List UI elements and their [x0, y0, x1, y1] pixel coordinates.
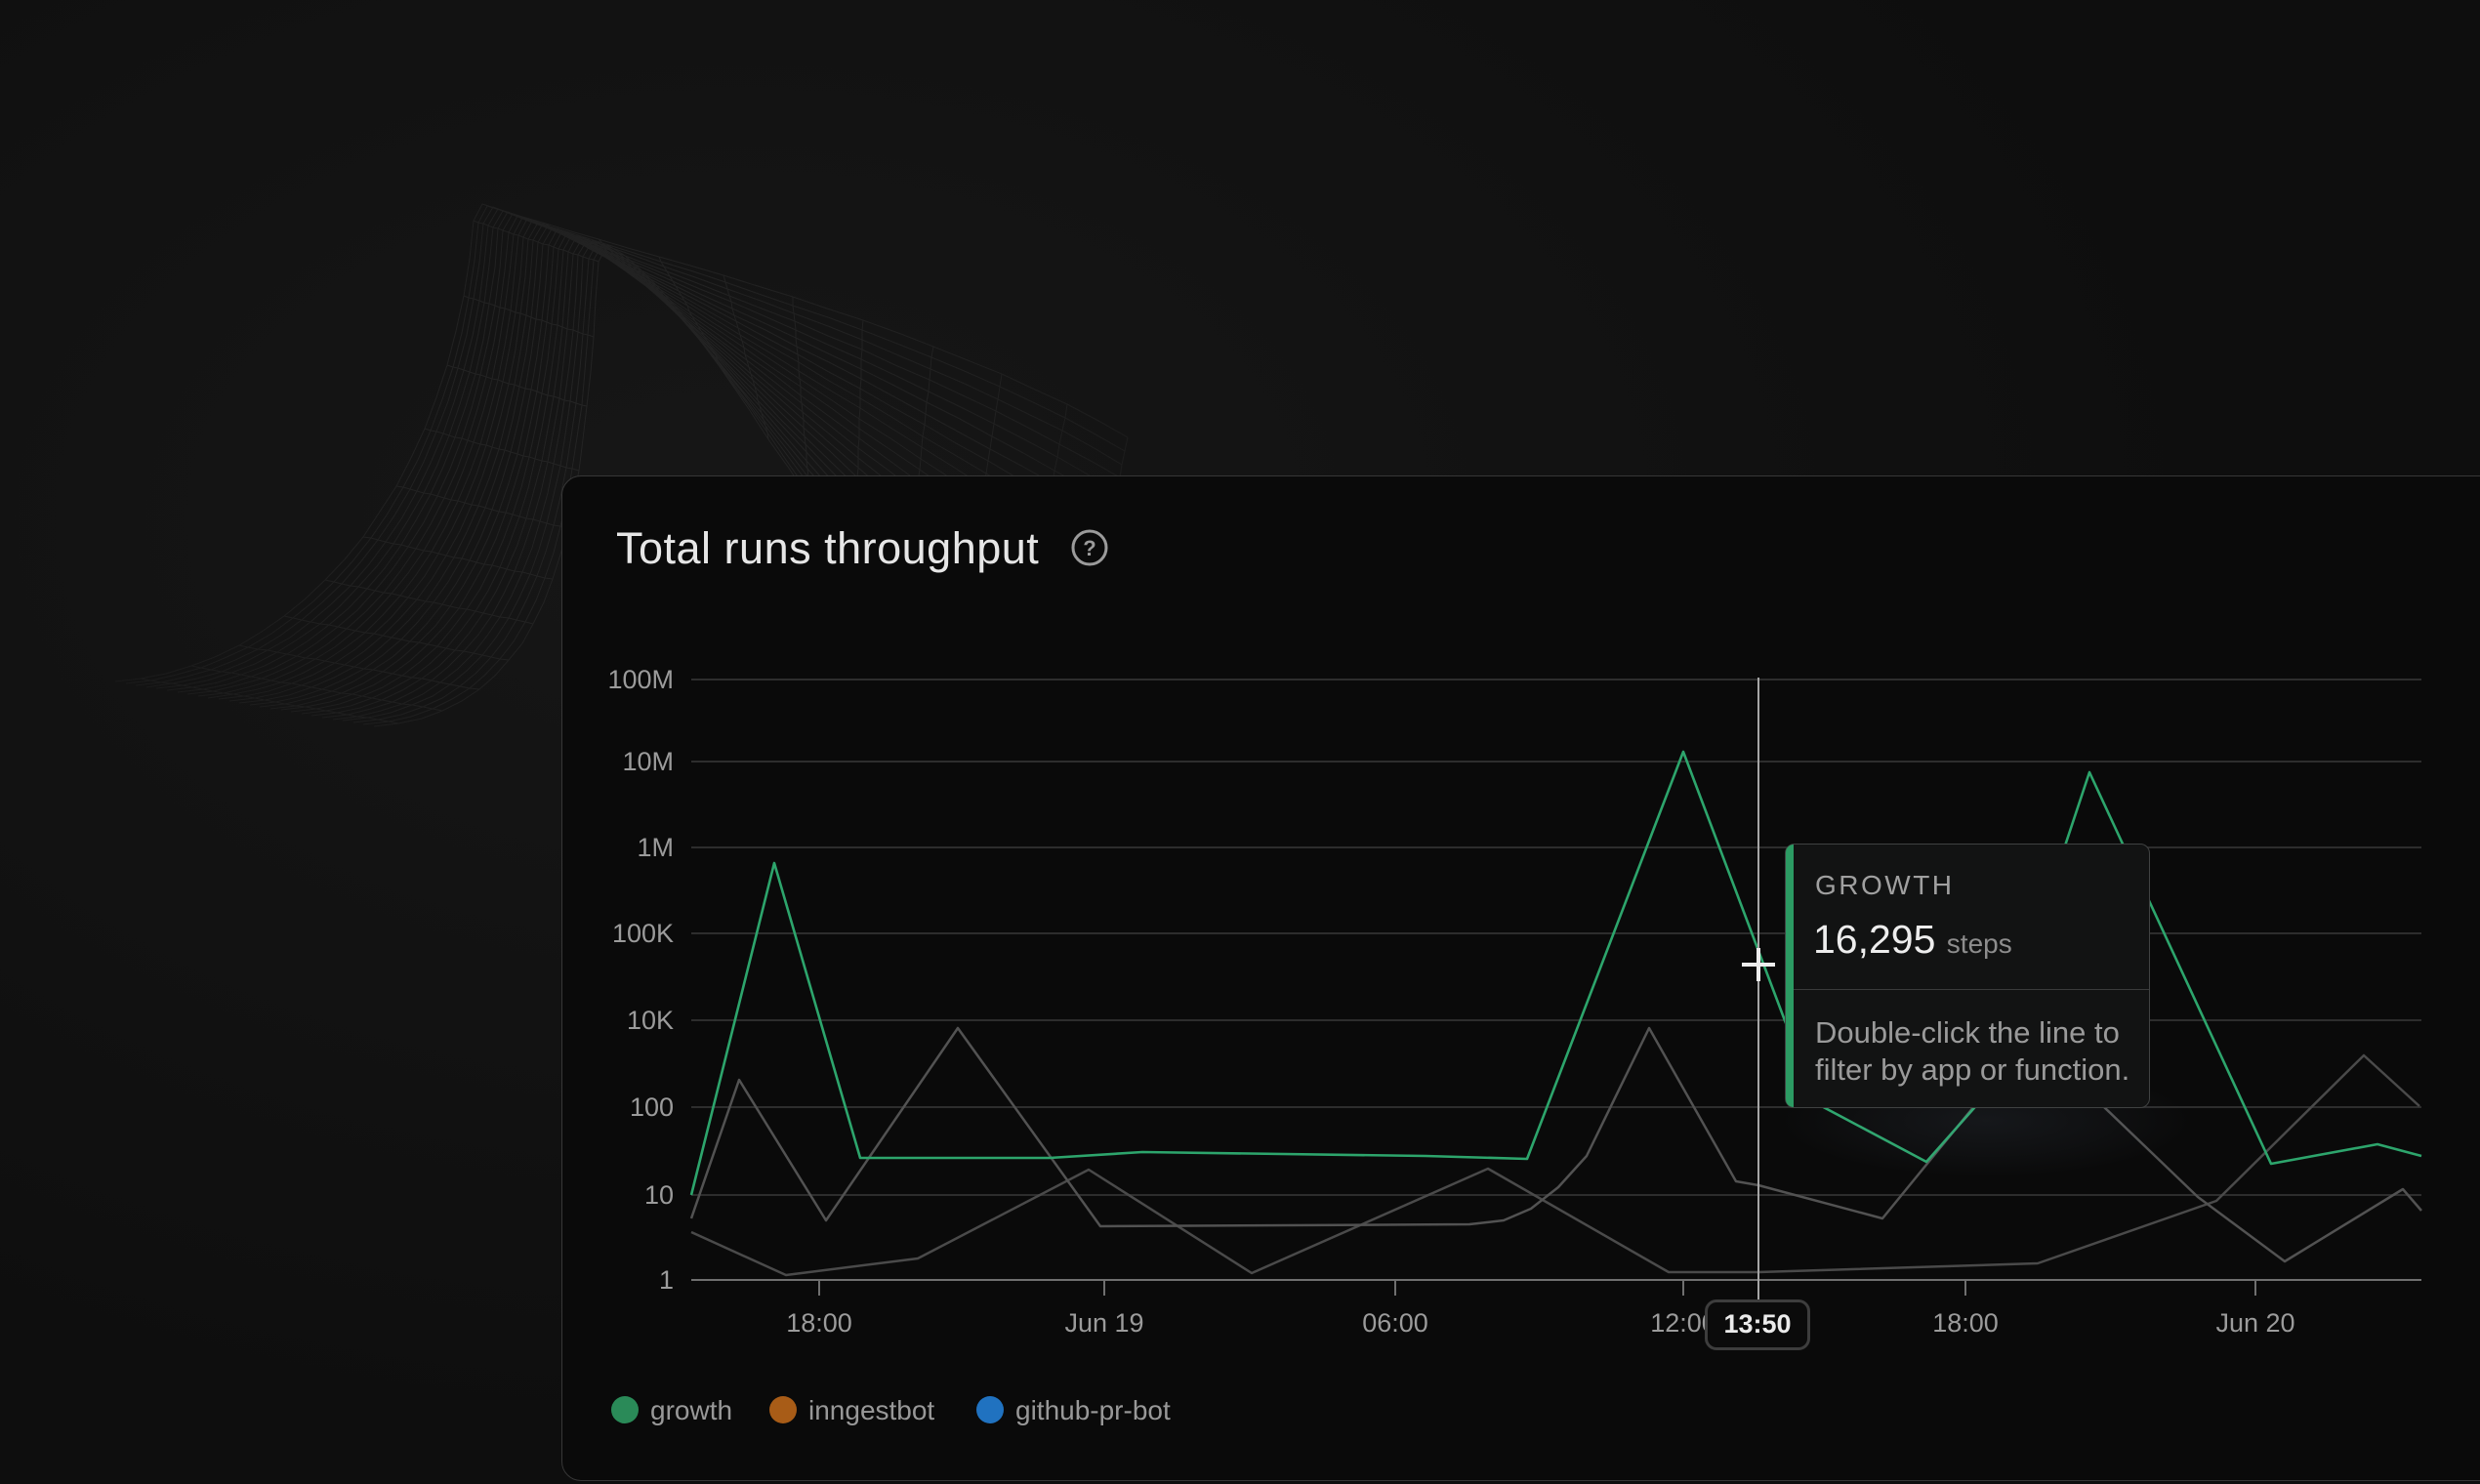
- svg-text:100K: 100K: [612, 919, 674, 948]
- svg-text:10K: 10K: [627, 1006, 674, 1035]
- svg-text:06:00: 06:00: [1362, 1308, 1428, 1338]
- svg-text:?: ?: [1083, 536, 1095, 560]
- svg-text:1M: 1M: [637, 833, 674, 862]
- svg-text:Jun 19: Jun 19: [1064, 1308, 1143, 1338]
- svg-text:inngestbot: inngestbot: [808, 1395, 934, 1425]
- svg-text:18:00: 18:00: [1932, 1308, 1999, 1338]
- svg-text:1: 1: [659, 1265, 674, 1295]
- svg-text:18:00: 18:00: [786, 1308, 852, 1338]
- svg-text:Jun 20: Jun 20: [2215, 1308, 2294, 1338]
- svg-text:10M: 10M: [622, 747, 674, 776]
- svg-text:100M: 100M: [607, 665, 674, 694]
- svg-text:github-pr-bot: github-pr-bot: [1015, 1395, 1171, 1425]
- svg-text:growth: growth: [650, 1395, 732, 1425]
- svg-text:100: 100: [630, 1092, 674, 1122]
- svg-text:10: 10: [644, 1180, 674, 1210]
